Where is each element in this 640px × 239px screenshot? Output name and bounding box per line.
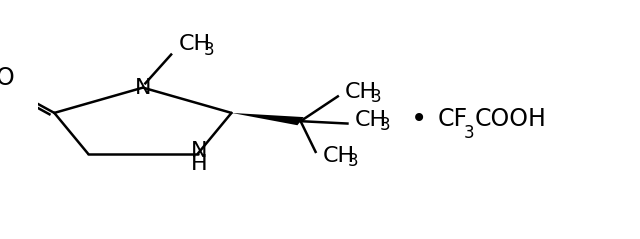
Polygon shape bbox=[232, 113, 304, 125]
Text: 3: 3 bbox=[380, 116, 390, 134]
Text: H: H bbox=[191, 154, 207, 174]
Text: CH: CH bbox=[323, 146, 355, 166]
Text: 3: 3 bbox=[464, 124, 474, 142]
Text: N: N bbox=[134, 78, 151, 98]
Text: O: O bbox=[0, 66, 15, 90]
Text: COOH: COOH bbox=[475, 108, 547, 131]
Text: CH: CH bbox=[179, 34, 211, 54]
Text: •: • bbox=[411, 105, 428, 134]
Text: CH: CH bbox=[345, 82, 377, 102]
Text: 3: 3 bbox=[204, 41, 214, 59]
Text: N: N bbox=[191, 141, 207, 161]
Text: CH: CH bbox=[355, 110, 387, 130]
Text: 3: 3 bbox=[348, 152, 358, 170]
Text: CF: CF bbox=[437, 108, 467, 131]
Text: 3: 3 bbox=[371, 88, 381, 106]
